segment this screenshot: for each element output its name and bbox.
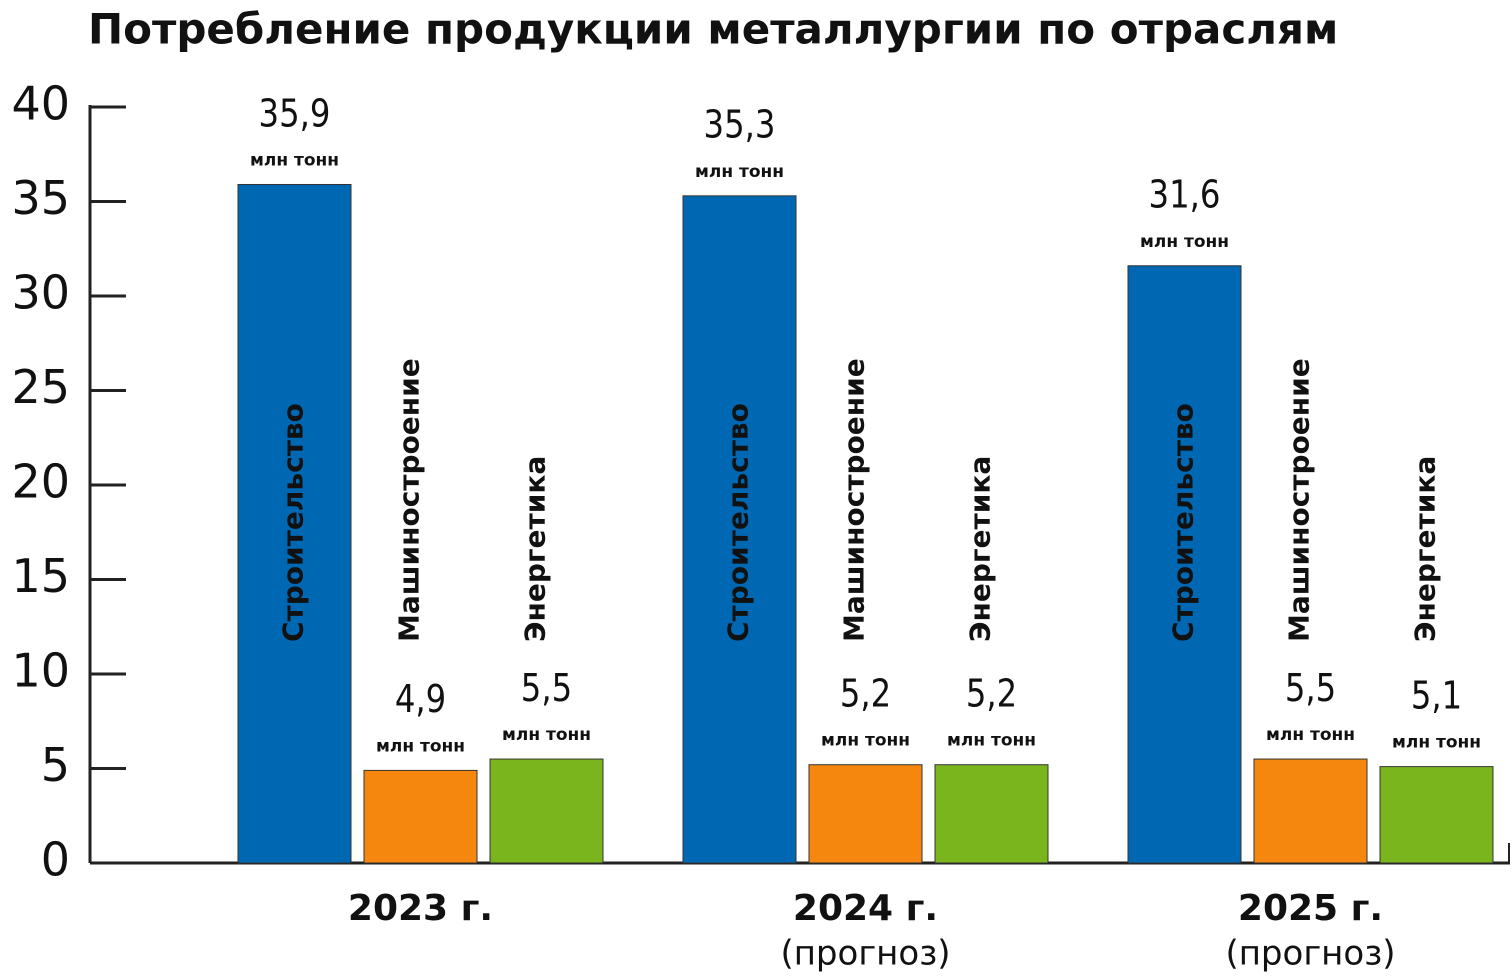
value-unit: млн тонн	[250, 150, 339, 170]
y-tick-label: 20	[11, 455, 70, 509]
value-label: 5,2	[840, 672, 891, 716]
bar	[1379, 766, 1494, 864]
y-tick-label: 40	[11, 77, 70, 131]
value-unit: млн тонн	[502, 725, 591, 745]
value-label: 5,5	[521, 666, 572, 710]
x-tick-label: 2024 г.	[793, 888, 938, 929]
bar	[808, 764, 923, 864]
y-tick-label: 35	[11, 171, 70, 225]
series-name: Машиностроение	[1283, 358, 1316, 642]
value-label: 5,5	[1285, 666, 1336, 710]
value-label: 31,6	[1149, 173, 1221, 217]
y-tick-label: 0	[41, 833, 70, 887]
y-tick-label: 10	[11, 644, 70, 698]
value-unit: млн тонн	[1266, 725, 1355, 745]
series-name: Машиностроение	[838, 358, 871, 642]
series-name: Энергетика	[519, 456, 552, 642]
y-tick-label: 25	[11, 360, 70, 414]
value-unit: млн тонн	[947, 731, 1036, 751]
value-unit: млн тонн	[376, 736, 465, 756]
x-tick-note: (прогноз)	[780, 934, 950, 974]
series-name: Строительство	[277, 403, 310, 642]
x-tick-label: 2025 г.	[1238, 888, 1383, 929]
bar	[934, 764, 1049, 864]
series-name: Машиностроение	[393, 358, 426, 642]
value-unit: млн тонн	[1392, 733, 1481, 753]
bar	[237, 183, 352, 864]
bar	[1253, 758, 1368, 864]
series-name: Энергетика	[964, 456, 997, 642]
bar	[682, 195, 797, 864]
value-label: 35,3	[704, 103, 776, 147]
x-tick-label: 2023 г.	[348, 888, 493, 929]
x-tick-note: (прогноз)	[1225, 934, 1395, 974]
value-label: 35,9	[259, 92, 331, 136]
y-tick-label: 5	[41, 738, 70, 792]
value-label: 5,1	[1411, 674, 1462, 718]
series-name: Строительство	[722, 403, 755, 642]
series-name: Энергетика	[1409, 456, 1442, 642]
y-tick-label: 30	[11, 266, 70, 320]
bar	[489, 758, 604, 864]
y-tick-label: 15	[11, 549, 70, 603]
value-label: 4,9	[395, 678, 446, 722]
value-unit: млн тонн	[695, 162, 784, 182]
bar	[363, 769, 478, 864]
value-unit: млн тонн	[1140, 232, 1229, 252]
value-label: 5,2	[966, 672, 1017, 716]
value-unit: млн тонн	[821, 731, 910, 751]
chart-title: Потребление продукции металлургии по отр…	[88, 5, 1338, 54]
bar	[1127, 265, 1242, 864]
series-name: Строительство	[1167, 403, 1200, 642]
